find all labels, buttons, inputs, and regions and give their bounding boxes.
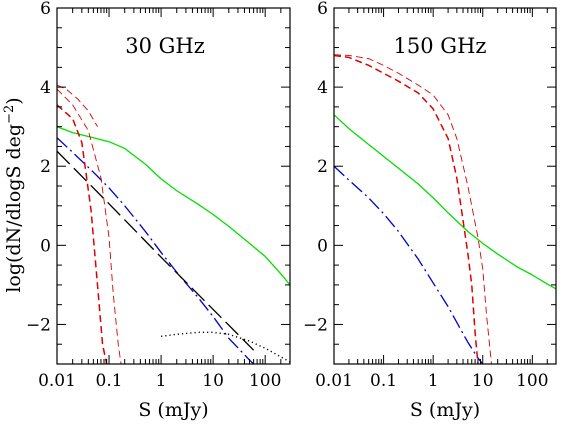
- series-line-3: [160, 331, 290, 363]
- series-line-2: [334, 54, 479, 364]
- y-tick-label: 0: [40, 236, 51, 256]
- y-tick-label: 0: [317, 236, 328, 256]
- x-axis-label: S (mJy): [410, 399, 480, 421]
- series-line-5: [57, 88, 122, 364]
- x-tick-label: 0.1: [96, 371, 123, 391]
- y-tick-label: 2: [317, 157, 328, 177]
- y-tick-label: −2: [26, 315, 51, 335]
- series-group: [334, 54, 556, 364]
- y-tick-label: 2: [40, 157, 51, 177]
- series-line-4: [57, 104, 108, 364]
- panel-title: 150 GHz: [394, 34, 487, 58]
- panel-title: 30 GHz: [125, 34, 205, 58]
- panel-30ghz: 0.01 0.1 1 10 100 −2 0 2 4 6 30 GHz S (mJy): [26, 0, 291, 421]
- y-tick-label: −2: [303, 315, 328, 335]
- x-tick-label: 10: [472, 371, 494, 391]
- y-tick-label: 4: [317, 78, 328, 98]
- x-tick-label: 100: [516, 371, 548, 391]
- y-tick-label: 6: [40, 0, 51, 19]
- plot-frame: [333, 7, 557, 365]
- x-tick-label: 1: [428, 371, 439, 391]
- series-line-1: [334, 165, 484, 364]
- y-tick-label: 4: [40, 78, 51, 98]
- series-line-2: [57, 150, 255, 351]
- x-tick-label: 0.01: [315, 371, 353, 391]
- x-axis-label: S (mJy): [138, 399, 208, 421]
- series-line-1: [57, 137, 255, 364]
- panel-150ghz: 0.01 0.1 1 10 100 −2 0 2 4 6 150 GHz S (mJy): [303, 0, 557, 421]
- series-line-3: [334, 54, 492, 364]
- series-group: [57, 84, 290, 364]
- series-line-0: [334, 114, 556, 290]
- y-tick-label: 6: [317, 0, 328, 19]
- x-tick-label: 0.1: [370, 371, 397, 391]
- series-line-0: [57, 126, 290, 286]
- x-tick-label: 0.01: [38, 371, 76, 391]
- x-tick-label: 10: [202, 371, 224, 391]
- y-axis-label: log(dN/dlogS deg−2): [2, 97, 25, 292]
- x-tick-label: 100: [249, 371, 281, 391]
- x-tick-label: 1: [156, 371, 167, 391]
- series-line-6: [57, 84, 98, 127]
